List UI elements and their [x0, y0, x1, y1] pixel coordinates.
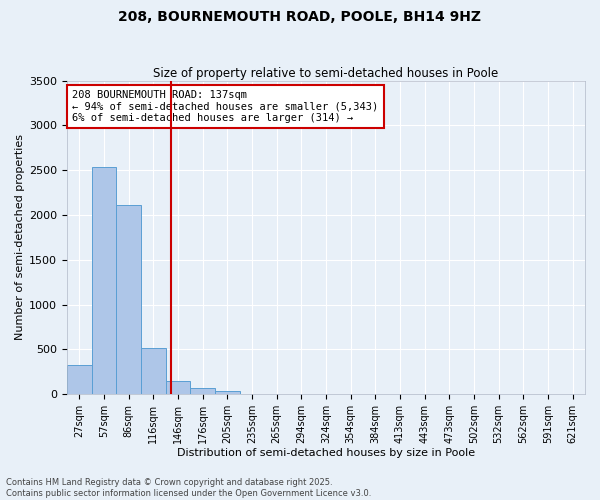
Bar [215, 390, 239, 394]
Bar [116, 205, 141, 394]
Y-axis label: Number of semi-detached properties: Number of semi-detached properties [15, 134, 25, 340]
Title: Size of property relative to semi-detached houses in Poole: Size of property relative to semi-detach… [154, 66, 499, 80]
Bar [92, 166, 116, 394]
Text: 208, BOURNEMOUTH ROAD, POOLE, BH14 9HZ: 208, BOURNEMOUTH ROAD, POOLE, BH14 9HZ [119, 10, 482, 24]
Text: Contains HM Land Registry data © Crown copyright and database right 2025.
Contai: Contains HM Land Registry data © Crown c… [6, 478, 371, 498]
Bar [67, 364, 92, 394]
Bar [166, 381, 190, 394]
Bar [141, 348, 166, 394]
Bar [190, 388, 215, 394]
Text: 208 BOURNEMOUTH ROAD: 137sqm
← 94% of semi-detached houses are smaller (5,343)
6: 208 BOURNEMOUTH ROAD: 137sqm ← 94% of se… [72, 90, 379, 124]
X-axis label: Distribution of semi-detached houses by size in Poole: Distribution of semi-detached houses by … [177, 448, 475, 458]
